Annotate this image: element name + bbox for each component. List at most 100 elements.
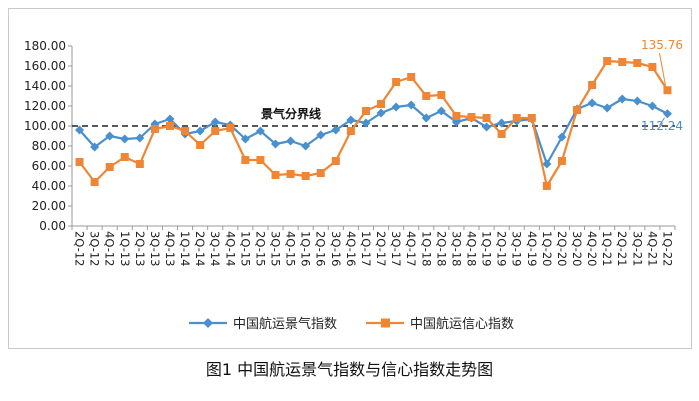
- x-tick-label: 3Q-13: [148, 231, 162, 266]
- series-2-point: [588, 81, 597, 89]
- series-2-point: [497, 130, 506, 138]
- series-2-point: [105, 163, 114, 171]
- series-2-point: [226, 124, 235, 132]
- legend: 中国航运景气指数 中国航运信心指数: [189, 316, 514, 332]
- boom-end-value: 112.24: [641, 119, 683, 133]
- x-tick-label: 4Q-17: [404, 231, 418, 266]
- series-2-point: [648, 63, 657, 71]
- series-2-point: [75, 158, 84, 166]
- x-tick-label: 3Q-14: [208, 231, 222, 266]
- y-tick-label: 120.00: [24, 99, 66, 113]
- series-1-point: [255, 126, 265, 136]
- end-labels: 135.76 112.24: [641, 38, 683, 133]
- series-2-point: [331, 157, 340, 165]
- series-2-point: [256, 156, 265, 164]
- y-tick-label: 160.00: [24, 59, 66, 73]
- series-2-point: [407, 73, 416, 81]
- series-1-point: [301, 141, 311, 151]
- series-2-point: [286, 170, 295, 178]
- series-2-point: [377, 100, 386, 108]
- x-tick-label: 3Q-18: [449, 231, 463, 266]
- y-tick-label: 140.00: [24, 79, 66, 93]
- series-2-point: [241, 156, 250, 164]
- x-tick-label: 2Q-16: [314, 231, 328, 266]
- x-tick-label: 1Q-15: [238, 231, 252, 266]
- series-1-point: [482, 122, 492, 132]
- legend-marker-1: [203, 318, 213, 328]
- chart-svg: 0.00 20.00 40.00 60.00 80.00 100.00 120.00 140.…: [24, 38, 683, 332]
- x-tick-label: 4Q-13: [163, 231, 177, 266]
- x-tick-label: 1Q-18: [419, 231, 433, 266]
- x-tick-label: 1Q-14: [178, 231, 192, 266]
- y-tick-label: 180.00: [24, 39, 66, 53]
- series-1-point: [286, 136, 296, 146]
- series-1-point: [210, 117, 220, 127]
- series-2-point: [512, 114, 521, 122]
- x-tick-label: 1Q-22: [660, 231, 674, 266]
- series-1-point: [376, 108, 386, 118]
- x-tick-label: 2Q-20: [555, 231, 569, 266]
- confidence-end-leader: [658, 52, 666, 86]
- series-2-point: [346, 127, 355, 135]
- series-1-point: [542, 159, 552, 169]
- series-1-point: [90, 142, 100, 152]
- x-tick-label: 2Q-13: [133, 231, 147, 266]
- series-2-point: [573, 106, 582, 114]
- series-2-point: [557, 157, 566, 165]
- boom-threshold-label: 景气分界线: [261, 106, 321, 121]
- series-1-point: [436, 106, 446, 116]
- x-tick-label: 4Q-16: [344, 231, 358, 266]
- series-2-point: [196, 141, 205, 149]
- x-tick-label: 4Q-19: [525, 231, 539, 266]
- x-tick-label: 3Q-12: [88, 231, 102, 266]
- series-line-2: [78, 59, 669, 188]
- boom-end-leader: [659, 117, 665, 127]
- reference-line-group: 景气分界线: [72, 106, 675, 127]
- series-2-point: [165, 122, 174, 130]
- series-1-point: [361, 118, 371, 128]
- series-1-point: [271, 139, 281, 149]
- series-1-point: [316, 130, 326, 140]
- series-2-point: [633, 59, 642, 67]
- series-2-point: [316, 169, 325, 177]
- x-tick-label: 2Q-21: [615, 231, 629, 266]
- x-axis: 2Q-12 3Q-12 4Q-12 1Q-13 2Q-13 3Q-13 4Q-13 1Q-14…: [71, 225, 676, 266]
- chart-frame: 0.00 20.00 40.00 60.00 80.00 100.00 120.00 140.…: [8, 8, 692, 349]
- series-2-point: [618, 58, 627, 66]
- series-1-point: [587, 98, 597, 108]
- x-tick-label: 1Q-13: [118, 231, 132, 266]
- series-2-point: [392, 78, 401, 86]
- x-tick-label: 4Q-20: [585, 231, 599, 266]
- series-1-point: [75, 125, 85, 135]
- x-tick-label: 3Q-15: [269, 231, 283, 266]
- legend-marker-2: [381, 318, 390, 328]
- x-tick-label: 1Q-17: [359, 231, 373, 266]
- x-tick-label: 1Q-21: [600, 231, 614, 266]
- x-tick-label: 3Q-16: [329, 231, 343, 266]
- x-tick-label: 2Q-14: [193, 231, 207, 266]
- series-2-point: [181, 127, 190, 135]
- series-1-point: [602, 103, 612, 113]
- series-2-point: [90, 178, 99, 186]
- series-1-point: [240, 134, 250, 144]
- series-1-point: [421, 113, 431, 123]
- x-tick-label: 2Q-15: [253, 231, 267, 266]
- series-2-point: [603, 57, 612, 65]
- x-tick-label: 1Q-19: [480, 231, 494, 266]
- series-1-point: [662, 109, 672, 119]
- series-1-point: [557, 132, 567, 142]
- series-2-point: [437, 91, 446, 99]
- x-tick-label: 1Q-16: [299, 231, 313, 266]
- x-tick-label: 1Q-20: [540, 231, 554, 266]
- series-2-point: [135, 160, 144, 168]
- series-1-point: [165, 114, 175, 124]
- series-2-point: [211, 127, 220, 135]
- series-2-point: [467, 113, 476, 121]
- figure-caption: 图1 中国航运景气指数与信心指数走势图: [205, 360, 494, 379]
- series-1-point: [346, 115, 356, 125]
- series-2-point: [663, 86, 672, 95]
- x-tick-label: 4Q-14: [223, 231, 237, 266]
- x-tick-label: 2Q-18: [434, 231, 448, 266]
- series-1-point: [195, 126, 205, 136]
- series-2-point: [482, 114, 491, 122]
